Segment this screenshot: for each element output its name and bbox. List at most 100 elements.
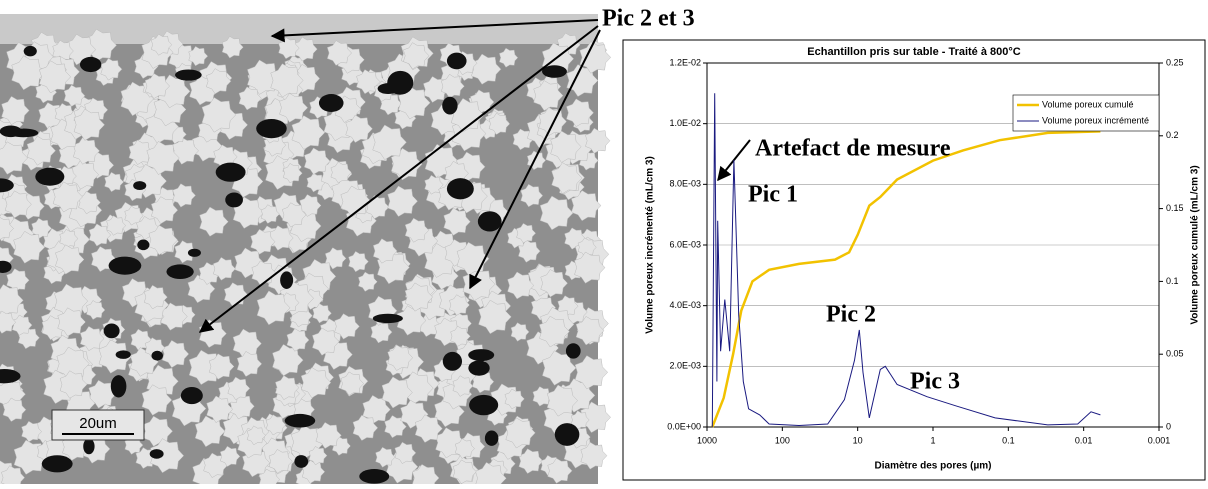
- grain: [4, 190, 32, 219]
- grain: [128, 139, 154, 165]
- grain: [11, 55, 46, 91]
- grain: [394, 441, 417, 464]
- grain: [199, 206, 229, 237]
- legend-label: Volume poreux incrémenté: [1042, 115, 1149, 125]
- pore: [469, 394, 499, 416]
- y-axis-label: Volume poreux incrémenté (mL/cm 3): [645, 156, 656, 334]
- grain: [72, 137, 100, 165]
- pore: [103, 323, 120, 339]
- grain: [73, 108, 105, 141]
- grain: [532, 386, 553, 407]
- grain: [340, 185, 372, 218]
- grain: [308, 446, 328, 466]
- grain: [238, 86, 262, 111]
- grain: [236, 351, 263, 377]
- grain: [141, 384, 173, 416]
- grain: [88, 223, 112, 247]
- y-tick-label: 4.0E-03: [669, 300, 701, 310]
- grain: [312, 327, 340, 356]
- grain: [585, 127, 611, 154]
- pore: [484, 430, 499, 446]
- pore: [256, 118, 287, 139]
- grain: [574, 251, 606, 284]
- grain: [38, 60, 72, 94]
- series-line: [711, 93, 1101, 428]
- grain: [312, 303, 332, 324]
- chart-title: Echantillon pris sur table - Traité à 80…: [807, 46, 1021, 58]
- x-tick-label: 0.01: [1075, 435, 1093, 445]
- series-line: [711, 130, 1101, 428]
- grain: [278, 37, 300, 60]
- x-tick-label: 100: [775, 435, 790, 445]
- pore: [468, 360, 490, 376]
- grain: [270, 63, 304, 98]
- grain: [6, 268, 30, 293]
- pore: [442, 96, 458, 115]
- arrow: [469, 29, 601, 290]
- grain: [306, 172, 326, 193]
- grain: [450, 98, 485, 133]
- grain: [533, 80, 564, 111]
- pore: [23, 45, 37, 57]
- pore: [284, 413, 316, 428]
- grain: [150, 196, 179, 225]
- grain: [59, 228, 79, 249]
- pore: [137, 239, 150, 251]
- grain: [201, 97, 237, 133]
- grain: [352, 414, 379, 441]
- pore: [359, 469, 390, 484]
- pore: [0, 178, 14, 193]
- grain: [98, 339, 133, 374]
- legend-label: Volume poreux cumulé: [1042, 99, 1134, 109]
- grain: [59, 370, 88, 399]
- grain: [100, 58, 123, 81]
- grain: [172, 183, 196, 208]
- grain: [104, 171, 124, 193]
- y-tick-label: 2.0E-03: [669, 361, 701, 371]
- grain: [303, 147, 331, 175]
- arrow: [198, 25, 599, 333]
- grain: [370, 320, 393, 344]
- grain: [454, 438, 475, 459]
- grain: [246, 425, 266, 446]
- grain: [0, 284, 24, 317]
- grain: [2, 397, 27, 422]
- annotation: Artefact de mesure: [755, 136, 951, 162]
- grain: [381, 376, 413, 409]
- grain: [219, 445, 241, 467]
- grain: [443, 207, 471, 236]
- grain: [286, 328, 310, 352]
- grain: [291, 115, 326, 150]
- pore: [442, 351, 463, 371]
- y2-tick-label: 0.25: [1166, 57, 1184, 67]
- grain: [358, 271, 378, 292]
- grain: [499, 47, 519, 68]
- grain: [0, 310, 17, 334]
- pore: [35, 167, 65, 186]
- grain: [206, 395, 234, 423]
- y-tick-label: 8.0E-03: [669, 179, 701, 189]
- y-tick-label: 1.0E-02: [669, 118, 701, 128]
- grain: [86, 300, 106, 320]
- grain: [143, 284, 168, 310]
- grain: [227, 376, 251, 401]
- grain: [345, 114, 373, 143]
- grain: [539, 315, 570, 348]
- grain: [250, 228, 276, 255]
- grain: [478, 299, 512, 335]
- chart: Echantillon pris sur table - Traité à 80…: [645, 46, 1201, 472]
- grain: [144, 73, 170, 99]
- x-axis-label: Diamètre des pores (µm): [875, 461, 992, 472]
- grain: [507, 271, 535, 300]
- grain: [403, 42, 430, 70]
- image-label: Pic 2 et 3: [602, 6, 695, 32]
- grain: [265, 414, 287, 436]
- grain: [571, 190, 602, 222]
- grain: [78, 190, 101, 215]
- grain: [188, 46, 209, 67]
- grain: [330, 161, 352, 184]
- grain: [150, 33, 173, 56]
- pore: [468, 349, 495, 362]
- pore: [166, 264, 194, 280]
